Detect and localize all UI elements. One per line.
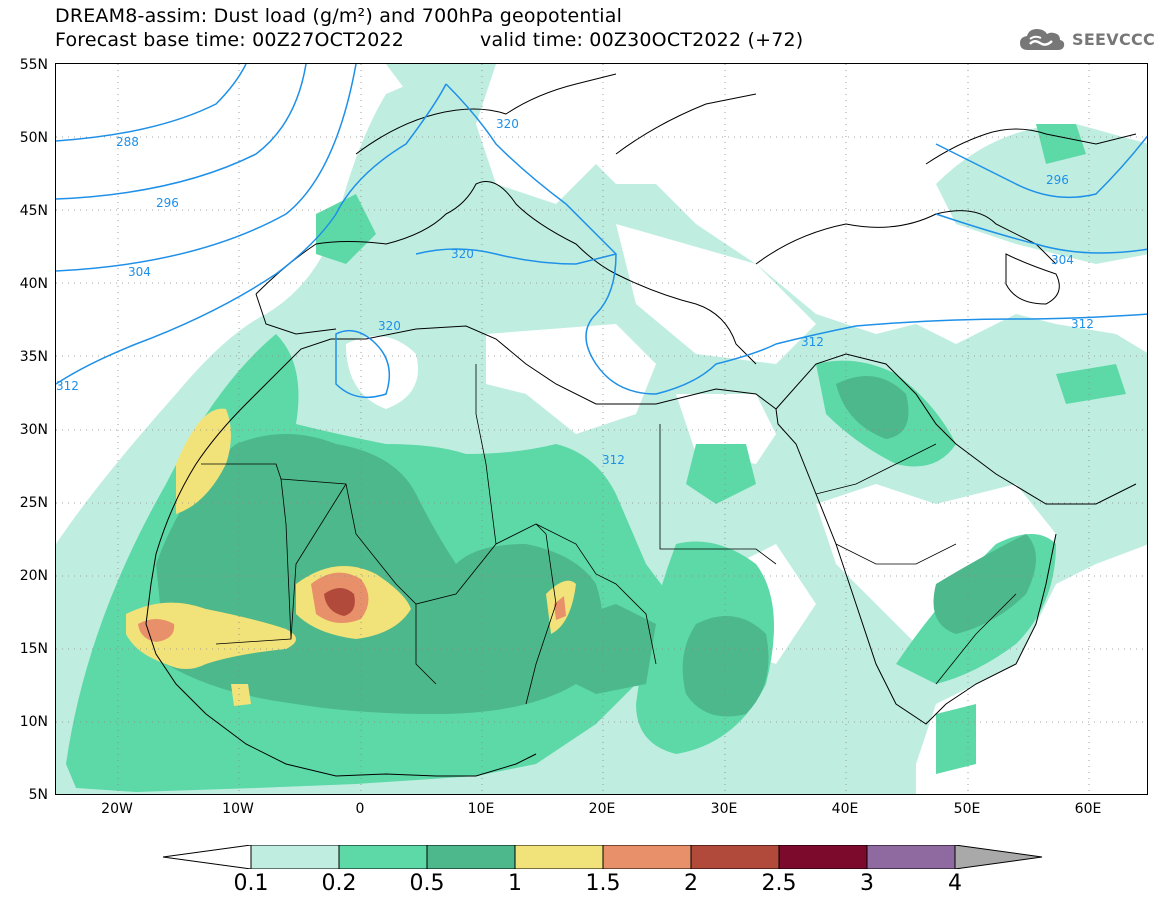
dust-band-2	[324, 588, 355, 616]
country-borders	[201, 364, 1017, 705]
colorbar-cell-0-2	[338, 845, 428, 869]
lat-label: 20N	[19, 568, 48, 584]
logo-text: SEEVCCC	[1072, 29, 1156, 49]
contour-label: 320	[378, 319, 401, 333]
colorbar-tick: 1	[508, 871, 522, 896]
colorbar-tick: 2.5	[761, 871, 797, 896]
colorbar-under-arrow	[163, 845, 252, 869]
colorbar-cell-1-5	[602, 845, 692, 869]
base-time: Forecast base time: 00Z27OCT2022	[55, 29, 405, 51]
map-canvas: 288 296 304 312 320 320 320 312 312 312 …	[56, 64, 1147, 794]
colorbar-tick: 0.1	[233, 871, 269, 896]
dust-map[interactable]: 288 296 304 312 320 320 320 312 312 312 …	[55, 63, 1148, 795]
contour-label: 312	[1071, 317, 1094, 331]
colorbar-over-arrow	[954, 845, 1043, 869]
coastlines	[145, 73, 1137, 777]
colorbar-tick: 0.5	[409, 871, 445, 896]
valid-time: valid time: 00Z30OCT2022 (+72)	[480, 29, 804, 51]
contour-label: 288	[116, 135, 139, 149]
colorbar-cell-1	[514, 845, 604, 869]
contour-label: 320	[451, 247, 474, 261]
colorbar-cell-3	[866, 845, 956, 869]
colorbar-tick: 4	[948, 871, 962, 896]
colorbar-cell-0-1	[250, 845, 340, 869]
colorbar-cell-0-5	[426, 845, 516, 869]
lat-label: 45N	[19, 203, 48, 219]
map-title: DREAM8-assim: Dust load (g/m²) and 700hP…	[55, 5, 623, 27]
contour-label: 312	[56, 379, 79, 393]
contour-label: 304	[128, 265, 151, 279]
seevccc-logo: SEEVCCC	[1018, 26, 1155, 52]
colorbar-tick: 0.2	[321, 871, 357, 896]
lon-label: 10W	[222, 801, 254, 817]
colorbar-cell-2	[690, 845, 780, 869]
lon-label: 50E	[953, 801, 981, 817]
lat-label: 55N	[19, 57, 48, 73]
lon-label: 40E	[831, 801, 859, 817]
lat-label: 10N	[19, 714, 48, 730]
lat-label: 40N	[19, 276, 48, 292]
colorbar	[163, 845, 1043, 869]
contour-label: 296	[1046, 173, 1069, 187]
colorbar-tick: 2	[684, 871, 698, 896]
cloud-icon	[1020, 29, 1065, 50]
lat-label: 50N	[19, 130, 48, 146]
contour-label: 320	[496, 117, 519, 131]
colorbar-tick: 1.5	[585, 871, 621, 896]
graticule	[56, 64, 1147, 794]
lon-label: 0	[355, 801, 365, 817]
lat-label: 35N	[19, 349, 48, 365]
colorbar-tick: 3	[860, 871, 874, 896]
contour-label: 312	[801, 335, 824, 349]
geopotential-contours	[56, 64, 1147, 399]
lon-label: 10E	[467, 801, 495, 817]
contour-label: 304	[1051, 253, 1074, 267]
lon-label: 20E	[588, 801, 616, 817]
colorbar-cell-2-5	[778, 845, 868, 869]
contour-label: 296	[156, 196, 179, 210]
lat-label: 5N	[28, 787, 48, 803]
lat-label: 30N	[19, 422, 48, 438]
contour-labels: 288 296 304 312 320 320 320 312 312 312 …	[56, 117, 1094, 467]
contour-label: 312	[602, 453, 625, 467]
lat-label: 15N	[19, 641, 48, 657]
lat-label: 25N	[19, 495, 48, 511]
lon-label: 30E	[710, 801, 738, 817]
lon-label: 20W	[101, 801, 133, 817]
lon-label: 60E	[1074, 801, 1102, 817]
